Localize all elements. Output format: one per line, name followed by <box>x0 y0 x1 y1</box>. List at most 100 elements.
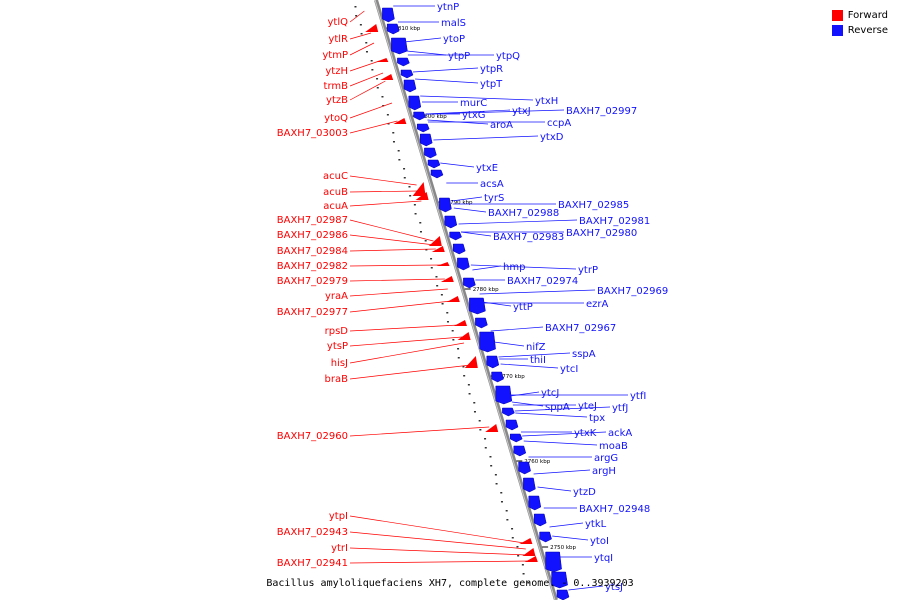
legend-reverse-label: Reverse <box>847 25 888 36</box>
reverse-leader-line <box>433 135 539 141</box>
reverse-gene-label: ytcJ <box>541 388 559 399</box>
reverse-leader-line <box>500 363 559 369</box>
strand-marker <box>440 294 443 296</box>
reverse-gene-label: BAXH7_02981 <box>579 216 650 227</box>
strand-marker <box>441 303 444 305</box>
strand-marker <box>490 465 493 467</box>
reverse-gene-label: argG <box>594 453 618 464</box>
strand-marker <box>382 105 385 107</box>
reverse-gene-label: ytpT <box>480 79 503 90</box>
reverse-gene-arrow <box>545 551 562 573</box>
legend-forward-label: Forward <box>847 10 888 21</box>
genome-axis-highlight <box>374 0 556 600</box>
forward-gene-arrow <box>454 320 467 326</box>
strand-marker <box>397 150 400 152</box>
reverse-gene-arrow <box>509 433 523 443</box>
forward-swatch <box>831 10 843 21</box>
forward-leader-line <box>349 364 471 380</box>
legend-forward: Forward <box>831 8 888 23</box>
reverse-gene-arrow <box>408 95 422 111</box>
strand-marker <box>371 69 374 71</box>
reverse-gene-arrow <box>419 133 433 147</box>
forward-leader-line <box>349 80 386 101</box>
reverse-leader-line <box>440 162 475 168</box>
reverse-gene-arrow <box>495 385 513 405</box>
reverse-gene-label: ytxD <box>540 132 564 143</box>
reverse-gene-label: argH <box>592 466 616 477</box>
strand-marker <box>392 132 395 134</box>
forward-leader-line <box>349 264 441 267</box>
strand-marker <box>500 501 503 503</box>
reverse-gene-arrow <box>444 215 458 229</box>
strand-marker <box>505 510 508 512</box>
strand-marker <box>409 195 412 197</box>
reverse-gene-arrow <box>403 79 417 93</box>
forward-gene-arrow <box>436 262 450 266</box>
forward-leader-line <box>349 175 417 186</box>
reverse-leader-line <box>415 78 479 84</box>
reverse-gene-label: ytqI <box>594 553 613 564</box>
reverse-gene-label: BAXH7_02985 <box>558 200 629 211</box>
strand-marker <box>370 60 373 62</box>
reverse-gene-arrow <box>386 23 400 35</box>
scale-tick-label: 2780 kbp <box>473 287 499 293</box>
forward-leader-line <box>349 248 436 252</box>
strand-marker <box>500 492 503 494</box>
reverse-leader-line <box>460 231 492 237</box>
strand-marker <box>473 402 476 404</box>
forward-gene-label: ytzH <box>325 66 348 77</box>
forward-leader-line <box>349 342 465 364</box>
strand-marker <box>521 564 524 566</box>
reverse-gene-arrow <box>397 57 410 67</box>
reverse-gene-label: ytfI <box>630 391 646 402</box>
reverse-gene-arrow <box>513 445 527 457</box>
reverse-gene-label: ytrP <box>578 265 598 276</box>
reverse-gene-label: ytoI <box>590 536 609 547</box>
reverse-gene-arrow <box>556 589 570 600</box>
strand-marker <box>451 330 454 332</box>
strand-marker <box>365 42 368 44</box>
forward-gene-label: ytmP <box>322 50 348 61</box>
forward-gene-arrow <box>522 548 536 556</box>
reverse-gene-arrow <box>469 297 486 315</box>
reverse-leader-line <box>481 301 512 307</box>
strand-marker <box>355 15 358 17</box>
reverse-gene-label: ytpR <box>480 64 503 75</box>
strand-marker <box>473 411 476 413</box>
reverse-leader-line <box>451 196 483 202</box>
strand-marker <box>484 447 487 449</box>
reverse-gene-label: yttP <box>513 302 533 313</box>
reverse-gene-arrow <box>486 355 500 369</box>
strand-marker <box>446 321 449 323</box>
strand-marker <box>484 438 487 440</box>
strand-marker <box>403 168 406 170</box>
forward-gene-label: BAXH7_02987 <box>277 215 348 226</box>
strand-marker <box>462 366 465 368</box>
reverse-gene-arrow <box>439 197 452 213</box>
strand-marker <box>376 87 379 89</box>
forward-leader-line <box>349 288 448 297</box>
forward-gene-arrow <box>415 192 429 200</box>
forward-gene-label: yraA <box>325 291 348 302</box>
forward-gene-label: BAXH7_02943 <box>277 527 348 538</box>
scale-tick-label: 2790 kbp <box>447 200 473 206</box>
forward-leader-line <box>349 300 452 313</box>
forward-gene-label: ytoQ <box>324 113 348 124</box>
reverse-leader-line <box>523 440 598 446</box>
forward-leader-line <box>349 120 398 134</box>
reverse-gene-arrow <box>502 407 515 417</box>
forward-leader-line <box>349 42 375 56</box>
reverse-gene-label: ytpP <box>448 51 470 62</box>
reverse-gene-arrow <box>523 477 536 493</box>
reverse-gene-label: BAXH7_02969 <box>597 286 668 297</box>
forward-gene-arrow <box>428 236 442 246</box>
reverse-gene-label: ytfJ <box>612 403 628 414</box>
reverse-gene-arrow <box>391 37 408 55</box>
reverse-gene-label: ytxG <box>462 110 486 121</box>
strand-marker <box>403 177 406 179</box>
forward-gene-arrow <box>380 74 394 80</box>
reverse-leader-line <box>470 264 577 270</box>
reverse-gene-label: BAXH7_02980 <box>566 228 637 239</box>
